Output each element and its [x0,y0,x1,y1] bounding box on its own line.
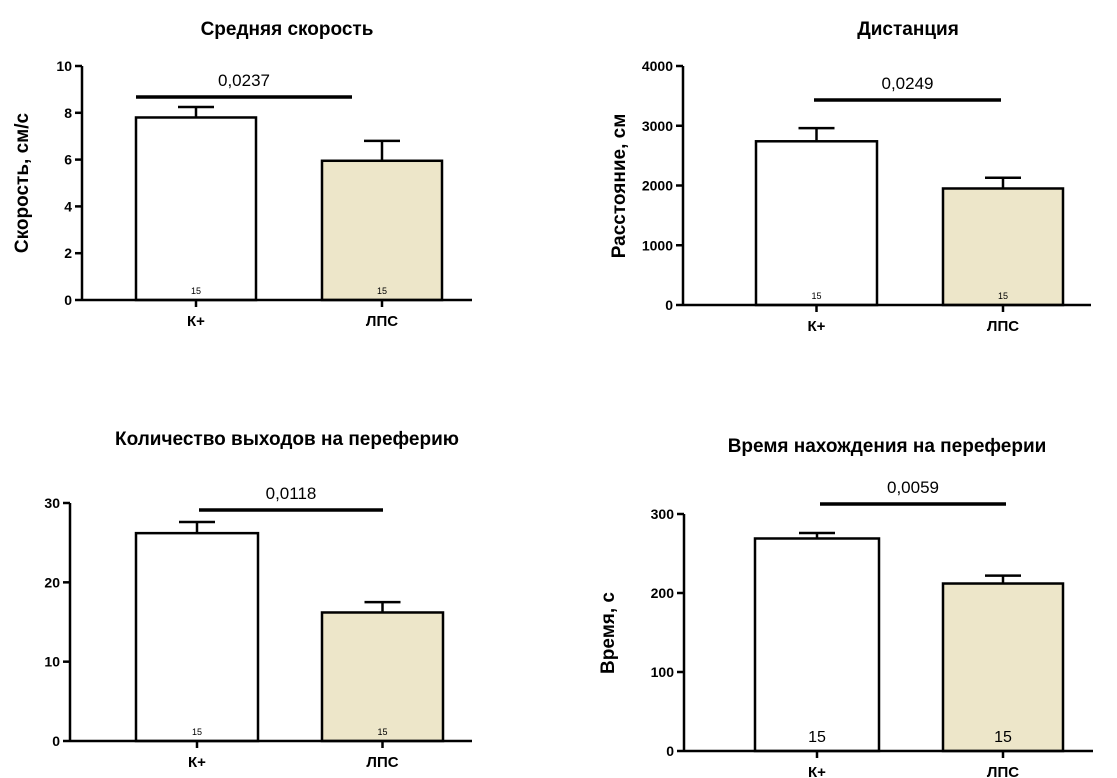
y-tick-label: 100 [651,664,675,680]
y-tick-label: 0 [52,733,60,749]
y-tick-label: 10 [56,58,72,74]
category-label: К+ [808,318,826,335]
bar-k-plus [134,116,258,302]
y-tick-label: 200 [651,585,675,601]
sample-size-label: 15 [811,291,821,301]
bar-lps [941,582,1065,753]
y-tick-label: 30 [44,495,60,511]
y-tick-label: 4 [64,198,72,214]
chart-title: Время нахождения на переферии [728,436,1047,457]
category-label: К+ [187,313,205,330]
y-tick-label: 3000 [642,118,673,134]
category-label: К+ [808,764,826,778]
p-value-label: 0,0118 [266,484,317,503]
chart-panel-periphery-exits: Количество выходов на переферию 15 К+ 15 ЛПС… [44,429,472,771]
y-tick-label: 0 [665,297,673,313]
y-tick-label: 10 [44,654,60,670]
chart-title: Дистанция [857,19,959,40]
y-tick-label: 2 [64,245,72,261]
bar-k-plus [134,531,260,743]
sample-size-label: 15 [998,291,1008,301]
p-value-label: 0,0059 [887,478,939,497]
chart-panel-periphery-time: Время нахождения на переферии Время, с 15 К… [598,436,1093,778]
category-label: К+ [188,754,206,771]
y-tick-label: 8 [64,105,72,121]
bar-lps [320,159,444,302]
y-tick-label: 0 [64,292,72,308]
y-axis-label: Скорость, см/с [12,113,33,254]
y-tick-label: 1000 [642,237,673,253]
sample-size-label: 15 [994,729,1012,746]
y-tick-label: 4000 [642,58,673,74]
p-value-label: 0,0237 [218,71,270,90]
sample-size-label: 15 [808,729,826,746]
bar-lps [941,187,1065,307]
sample-size-label: 15 [192,727,202,737]
category-label: ЛПС [987,764,1019,778]
sample-size-label: 15 [191,286,201,296]
y-tick-label: 20 [44,574,60,590]
y-tick-label: 6 [64,152,72,168]
chart-panel-average-speed: Средняя скорость Скорость, см/с 15 К+ 15 ЛПС 0… [12,19,472,330]
bar-k-plus [753,537,881,753]
category-label: ЛПС [987,318,1019,335]
chart-title: Количество выходов на переферию [115,429,459,450]
category-label: ЛПС [366,754,398,771]
p-value-label: 0,0249 [882,74,934,93]
bar-lps [320,611,445,743]
y-axis-label: Время, с [598,592,619,674]
y-tick-label: 300 [651,506,675,522]
y-tick-label: 0 [666,743,674,759]
y-axis-label: Расстояние, см [609,114,630,259]
sample-size-label: 15 [377,286,387,296]
chart-title: Средняя скорость [201,19,374,40]
chart-panel-distance: Дистанция Расстояние, см 15 К+ 15 ЛПС 0 1000 200… [609,19,1091,335]
sample-size-label: 15 [377,727,387,737]
bar-k-plus [754,140,879,307]
category-label: ЛПС [366,313,398,330]
y-tick-label: 2000 [642,178,673,194]
